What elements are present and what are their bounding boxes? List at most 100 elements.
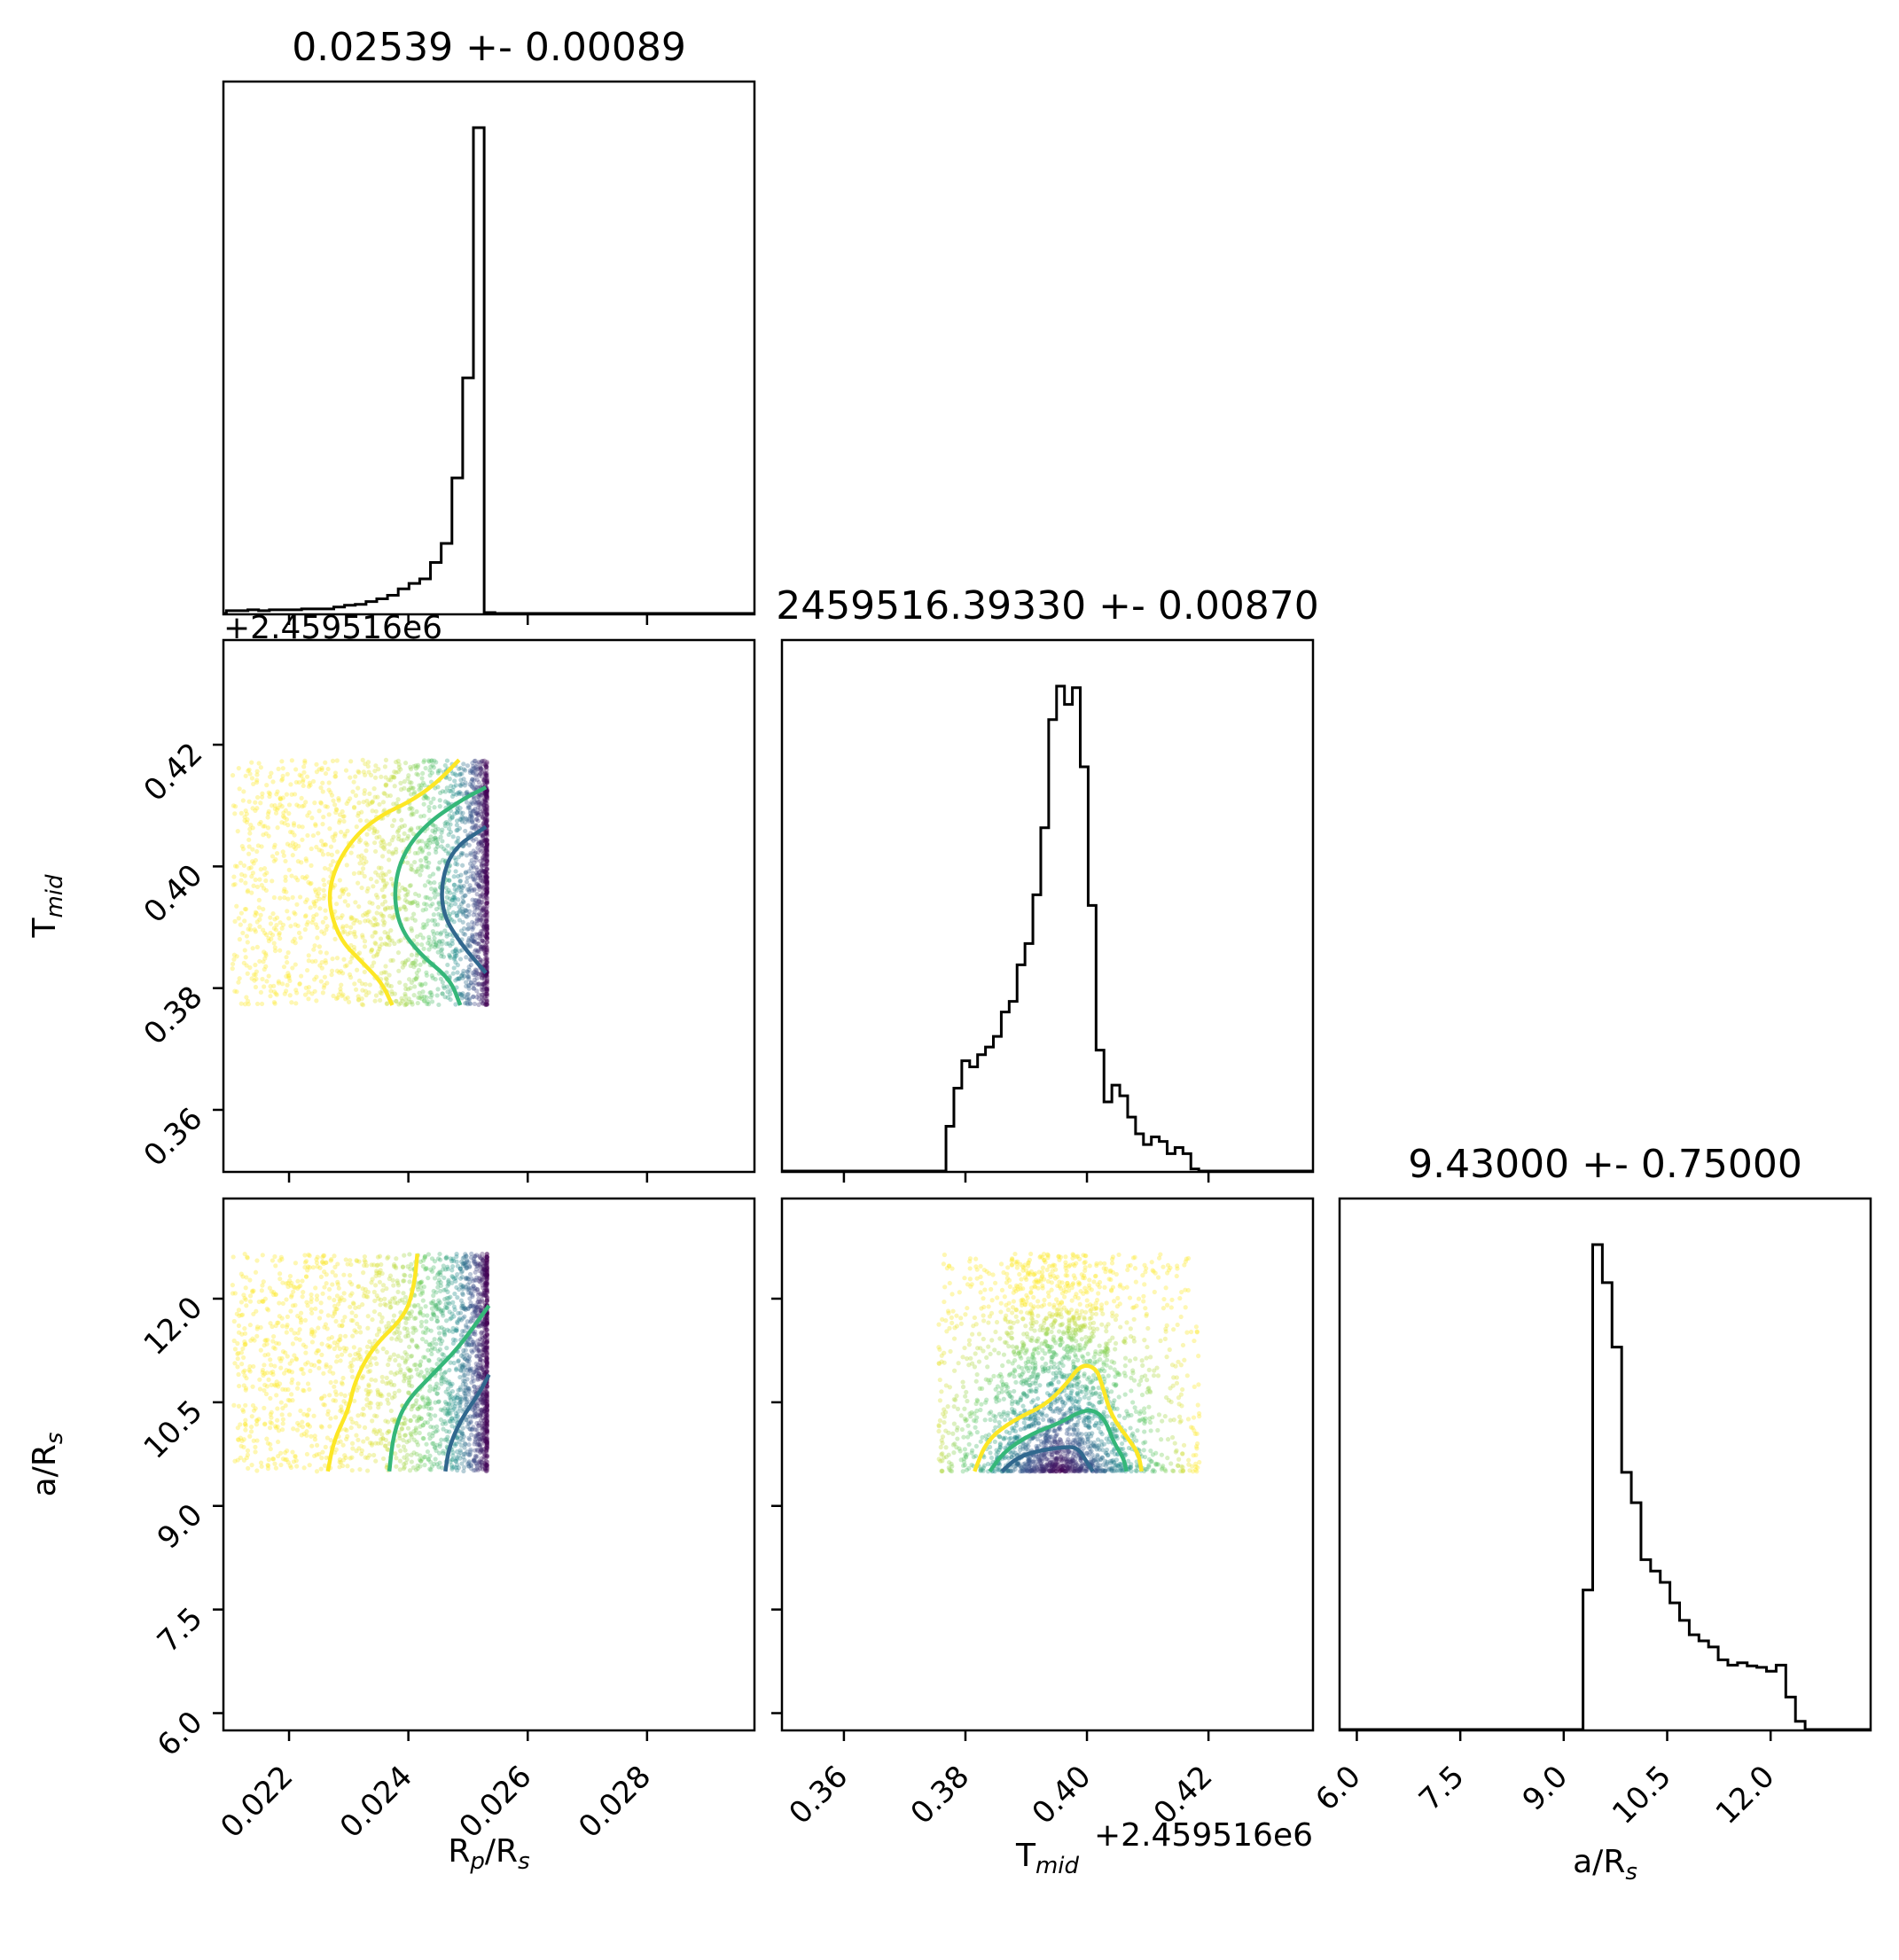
scatter-point bbox=[431, 823, 436, 828]
scatter-point bbox=[426, 796, 431, 801]
scatter-point bbox=[423, 894, 428, 900]
scatter-point bbox=[412, 891, 418, 897]
scatter-point bbox=[446, 1402, 451, 1407]
scatter-point bbox=[249, 776, 255, 781]
scatter-point bbox=[448, 784, 454, 789]
scatter-point bbox=[410, 806, 415, 811]
scatter-point bbox=[449, 941, 455, 947]
scatter-point bbox=[476, 1002, 481, 1007]
scatter-point bbox=[332, 1384, 337, 1389]
scatter-point bbox=[409, 928, 415, 933]
scatter-point bbox=[464, 1000, 469, 1006]
scatter-point bbox=[297, 981, 302, 987]
scatter-point bbox=[293, 1261, 299, 1266]
scatter-point bbox=[383, 783, 388, 788]
scatter-point bbox=[384, 1349, 389, 1355]
scatter-point bbox=[398, 787, 404, 793]
scatter-point bbox=[482, 791, 488, 796]
scatter-point bbox=[253, 929, 258, 934]
scatter-point bbox=[412, 984, 418, 989]
scatter-point bbox=[254, 910, 259, 916]
scatter-point bbox=[451, 874, 457, 879]
scatter-point bbox=[338, 1460, 344, 1465]
scatter-point bbox=[435, 987, 441, 992]
scatter-point bbox=[474, 816, 480, 822]
scatter-point bbox=[474, 892, 480, 897]
scatter-point bbox=[316, 1347, 322, 1354]
scatter-point bbox=[479, 868, 484, 873]
scatter-point bbox=[446, 832, 451, 838]
scatter-point bbox=[330, 834, 335, 839]
scatter-point bbox=[480, 832, 485, 838]
scatter-point bbox=[355, 1321, 360, 1326]
scatter-point bbox=[402, 1294, 409, 1300]
scatter-point bbox=[382, 930, 387, 935]
scatter-point bbox=[467, 909, 473, 914]
scatter-point bbox=[273, 927, 279, 933]
scatter-point bbox=[477, 764, 483, 769]
scatter-point bbox=[484, 910, 490, 916]
scatter-point bbox=[238, 810, 244, 816]
scatter-point bbox=[388, 1370, 394, 1375]
scatter-point bbox=[264, 1436, 270, 1441]
scatter-point bbox=[254, 848, 260, 855]
scatter-point bbox=[461, 1451, 466, 1456]
scatter-point bbox=[341, 1272, 347, 1277]
scatter-point bbox=[379, 1319, 384, 1324]
scatter-point bbox=[270, 933, 276, 938]
scatter-point bbox=[302, 1253, 308, 1258]
scatter-point bbox=[382, 764, 387, 769]
scatter-point bbox=[434, 841, 440, 847]
scatter-point bbox=[484, 849, 490, 855]
scatter-point bbox=[276, 980, 281, 986]
scatter-point bbox=[440, 991, 445, 996]
scatter-point bbox=[341, 957, 347, 962]
scatter-point bbox=[329, 793, 335, 798]
scatter-point bbox=[262, 1387, 267, 1394]
scatter-point bbox=[473, 764, 479, 769]
scatter-point bbox=[469, 933, 475, 938]
scatter-point bbox=[429, 770, 435, 776]
scatter-point bbox=[479, 974, 484, 980]
scatter-point bbox=[478, 765, 483, 770]
scatter-point bbox=[321, 1253, 326, 1259]
scatter-point bbox=[484, 1321, 490, 1327]
scatter-point bbox=[346, 999, 352, 1004]
scatter-point bbox=[422, 1463, 427, 1468]
scatter-point bbox=[254, 1468, 260, 1473]
scatter-point bbox=[316, 1365, 322, 1370]
scatter-point bbox=[271, 999, 277, 1005]
scatter-point bbox=[299, 795, 304, 801]
scatter-point bbox=[280, 1300, 285, 1307]
scatter-point bbox=[478, 839, 483, 844]
scatter-point bbox=[483, 862, 489, 867]
scatter-point bbox=[419, 981, 425, 988]
scatter-point bbox=[243, 880, 248, 886]
scatter-point bbox=[471, 838, 476, 843]
scatter-point bbox=[289, 1358, 295, 1363]
scatter-point bbox=[458, 887, 464, 893]
scatter-point bbox=[424, 922, 429, 927]
rprs-x-tick-label: 0.028 bbox=[572, 1759, 658, 1845]
scatter-point bbox=[359, 1375, 364, 1381]
scatter-point bbox=[249, 1463, 254, 1468]
scatter-point bbox=[444, 785, 449, 791]
scatter-point bbox=[473, 767, 479, 773]
scatter-point bbox=[483, 845, 488, 851]
scatter-point bbox=[363, 992, 369, 998]
scatter-point bbox=[289, 873, 294, 878]
scatter-point bbox=[367, 791, 372, 796]
scatter-point bbox=[268, 1395, 273, 1402]
scatter-point bbox=[439, 947, 445, 952]
scatter-point bbox=[279, 804, 285, 809]
scatter-point bbox=[278, 1462, 284, 1468]
scatter-point bbox=[238, 1001, 244, 1006]
scatter-point bbox=[482, 869, 488, 875]
scatter-point bbox=[288, 924, 293, 929]
scatter-point bbox=[286, 811, 292, 816]
scatter-point bbox=[457, 809, 464, 816]
scatter-point bbox=[470, 800, 475, 806]
scatter-point bbox=[374, 1361, 379, 1367]
scatter-point bbox=[335, 1339, 340, 1345]
scatter-point bbox=[332, 1253, 337, 1259]
